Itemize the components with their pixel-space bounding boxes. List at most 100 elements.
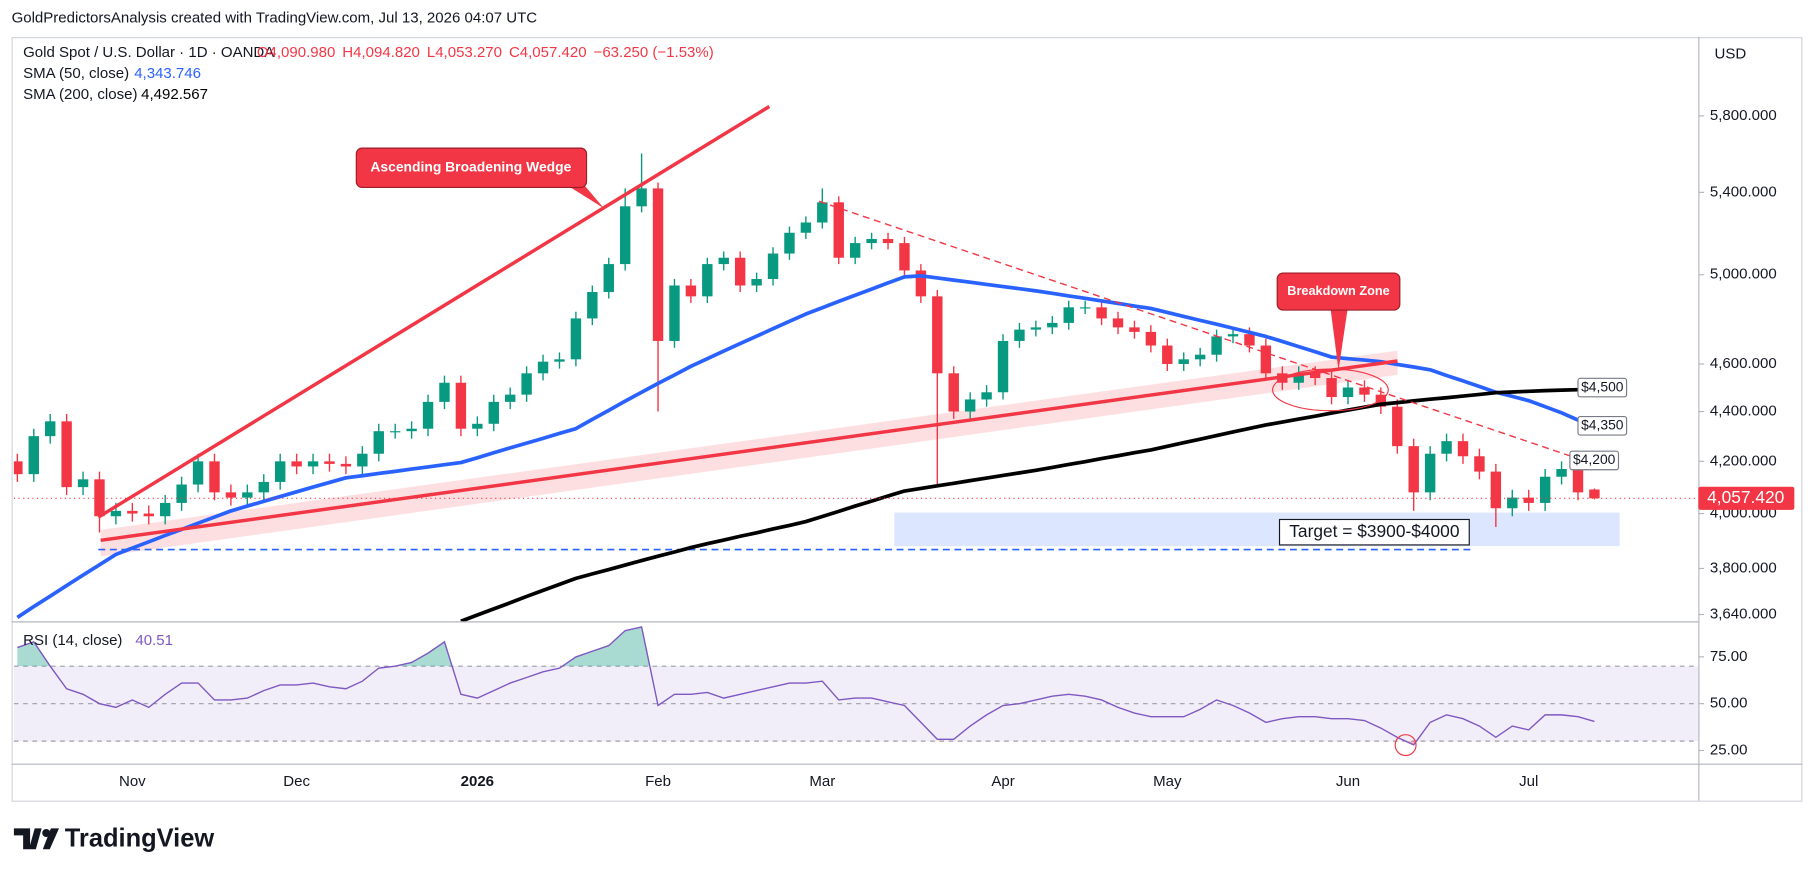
candle-body [537,361,549,374]
rsi-value: 40.51 [135,632,173,649]
candle-body [1129,327,1140,332]
candle-body [1359,387,1370,395]
candle-body [1589,489,1600,499]
price-tags: $4,500 $4,350 $4,200 [1569,377,1628,471]
candle-body [307,461,319,467]
ohlc-values: O4,090.980 H4,094.820 L4,053.270 C4,057.420… [257,44,714,61]
candle-body [685,285,697,297]
candle-body [718,257,729,265]
candle-body [1260,345,1272,374]
candle-body [1063,307,1074,323]
candle-body [45,421,56,437]
candle-body [258,481,269,493]
candle-body [767,253,779,280]
candle-body [882,238,894,244]
candle-body [932,296,943,374]
candle-body [833,202,844,258]
y-tick-label: 25.00 [1710,741,1748,758]
candle-body [1145,331,1157,346]
price-tag-box [1577,415,1628,436]
sma-line [16,273,1595,620]
candle-body [1178,359,1189,364]
y-tick-label: 5,800.000 [1710,107,1777,124]
candle-body [652,188,664,341]
candle-body [61,421,72,488]
axes: 3,640.0003,800.0004,000.0004,200.0004,40… [119,107,1795,790]
last-price-box [1698,486,1795,510]
candle-body [1457,441,1469,457]
ohlc-item: C4,057.420 [509,44,587,61]
rsi-pane [13,626,1699,746]
candle-body [28,436,39,475]
callout-breakdown: Breakdown Zone [1276,272,1401,371]
callout-text: Ascending Broadening Wedge [370,158,571,174]
symbol-label: Gold Spot / U.S. Dollar · 1D · OANDA [23,44,274,61]
callout-box [1276,272,1401,311]
callout-wedge: Ascending Broadening Wedge [355,147,604,209]
candle-body [1572,469,1584,493]
candle-body [1162,345,1173,364]
candle-body [127,510,138,514]
candle-body [1244,334,1255,346]
candle-body [1096,307,1107,319]
candle-body [587,291,598,319]
moving-averages [13,273,1699,622]
ohlc-item: O4,090.980 [257,44,335,61]
price-pane [13,104,1699,622]
candle-body [357,453,368,467]
candle-body [455,382,467,429]
ohlc-item: L4,053.270 [427,44,502,61]
y-tick-label: 4,400.000 [1710,403,1777,420]
sma50-label: SMA (50, close) [23,65,129,82]
candle-body [997,340,1009,393]
candle-body [1079,307,1091,309]
brand: TradingView [13,825,214,853]
x-tick-label: Jun [1336,773,1360,790]
sma-line [460,387,1595,622]
x-tick-label: Mar [809,773,835,790]
candle-body [1539,476,1551,503]
y-tick-label: 75.00 [1710,648,1748,665]
candle-body [619,206,631,265]
candle-body [1014,329,1025,341]
candle-body [324,461,335,464]
rsi-line [17,626,1595,746]
candle-body [406,428,417,432]
candles [13,153,1600,533]
candle-body [784,232,795,254]
candle-body [1227,334,1239,337]
brand-logo-dot [42,828,51,838]
y-tick-label: 4,600.000 [1710,355,1777,372]
ohlc-item: H4,094.820 [342,44,420,61]
candle-body [1293,373,1304,383]
brand-logo [42,828,60,850]
candle-body [817,202,828,223]
wedge-lower-line [100,359,1398,543]
candle-body [702,264,713,297]
candle-body [964,399,976,412]
candle-body [422,401,434,429]
candle-body [504,394,516,402]
target-label: Target = $3900-$4000 [1289,521,1459,541]
callout-text: Breakdown Zone [1287,283,1389,298]
price-tag-box [1569,450,1620,471]
candle-body [389,431,401,433]
candle-body [554,359,565,362]
target-zone [894,512,1620,547]
chart-frame [11,37,1803,802]
y-tick-label: 5,400.000 [1710,183,1777,200]
price-tag: $4,350 [1581,416,1624,432]
candle-body [13,461,23,475]
wedge-band [100,350,1398,557]
candle-body [209,461,220,493]
candle-body [899,243,910,271]
credit-line: GoldPredictorsAnalysis created with Trad… [12,10,538,27]
candle-body [225,492,237,498]
candle-body [373,431,384,454]
candle-body [1556,469,1567,477]
candle-body [1211,336,1222,355]
sma50-value: 4,343.746 [134,65,201,82]
callout-pointer [1330,307,1348,371]
candle-body [77,479,89,488]
